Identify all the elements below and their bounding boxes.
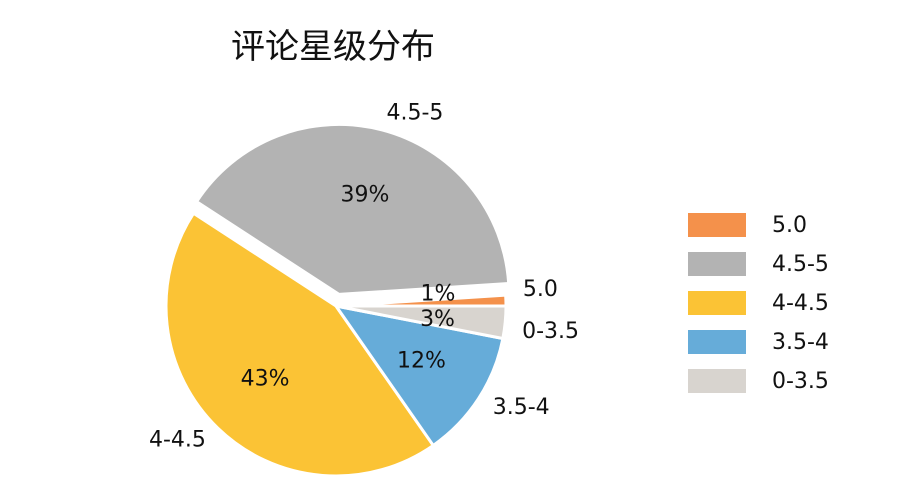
percent-labels: 1% 39% 43% 12% 3% xyxy=(241,183,456,392)
slice-label-4-4-5: 4-4.5 xyxy=(149,427,206,452)
pie-slice-4-5-5 xyxy=(195,122,511,296)
legend-label-4-5-5: 4.5-5 xyxy=(772,252,829,277)
percent-label-4-4-5: 43% xyxy=(241,366,290,391)
legend-swatch-0-3-5 xyxy=(688,369,746,393)
legend-swatch-3-5-4 xyxy=(688,330,746,354)
pie-slice-0-3-5 xyxy=(334,304,508,340)
percent-label-0-3-5: 3% xyxy=(420,307,455,332)
legend-label-0-3-5: 0-3.5 xyxy=(772,369,829,394)
slice-label-0-3-5: 0-3.5 xyxy=(522,319,579,344)
legend-label-3-5-4: 3.5-4 xyxy=(772,330,829,355)
slice-label-3-5-4: 3.5-4 xyxy=(493,395,550,420)
slice-labels: 5.0 4.5-5 4-4.5 3.5-4 0-3.5 xyxy=(149,101,579,453)
pie-slice-3-5-4 xyxy=(334,304,505,447)
legend-swatch-4-4-5 xyxy=(688,291,746,315)
legend-swatch-5-0 xyxy=(688,213,746,237)
pie-slices xyxy=(164,122,511,478)
chart-title: 评论星级分布 xyxy=(231,27,435,67)
legend: 5.0 4.5-5 4-4.5 3.5-4 0-3.5 xyxy=(688,213,829,394)
legend-label-4-4-5: 4-4.5 xyxy=(772,291,829,316)
percent-label-5-0: 1% xyxy=(420,282,455,307)
percent-label-3-5-4: 12% xyxy=(397,349,446,374)
slice-label-5-0: 5.0 xyxy=(523,277,558,302)
legend-swatch-4-5-5 xyxy=(688,252,746,276)
percent-label-4-5-5: 39% xyxy=(340,183,389,208)
pie-slice-4-4-5 xyxy=(164,211,435,478)
legend-label-5-0: 5.0 xyxy=(772,213,807,238)
slice-label-4-5-5: 4.5-5 xyxy=(386,101,443,126)
